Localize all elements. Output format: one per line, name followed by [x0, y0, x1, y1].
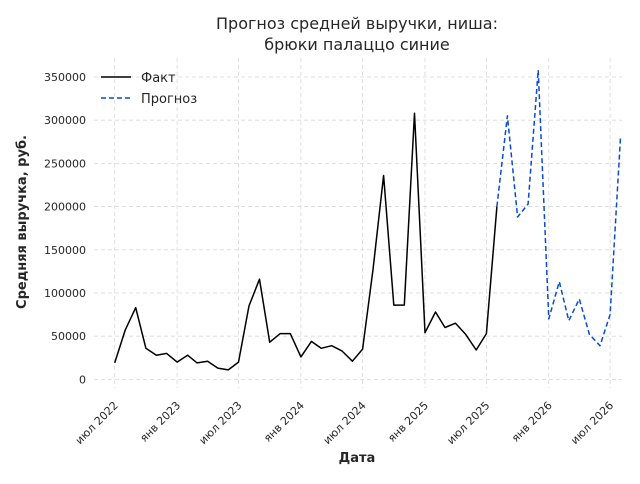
y-tick-label: 200000	[44, 201, 86, 214]
x-tick-label: июл 2026	[568, 399, 616, 447]
x-tick-label: июл 2023	[197, 399, 245, 447]
series-lines	[113, 69, 622, 371]
x-tick-label: янв 2023	[137, 399, 183, 445]
chart-title-line-1: Прогноз средней выручки, ниша:	[216, 14, 498, 33]
y-axis-label: Средняя выручка, руб.	[15, 135, 30, 309]
x-tick-label: янв 2025	[385, 399, 431, 445]
x-tick-label: янв 2026	[509, 399, 555, 445]
x-tick-label: июл 2025	[444, 399, 492, 447]
grid	[94, 58, 622, 388]
chart-title-line-2: брюки палаццо синие	[264, 35, 450, 54]
x-tick-label: июл 2022	[73, 399, 121, 447]
x-axis-label: Дата	[339, 451, 376, 466]
y-tick-label: 50000	[51, 330, 86, 343]
legend-forecast-label: Прогноз	[141, 92, 197, 107]
y-tick-label: 350000	[44, 71, 86, 84]
series-forecast-line	[496, 69, 622, 347]
legend: Факт Прогноз	[101, 71, 197, 107]
y-tick-label: 100000	[44, 287, 86, 300]
x-axis-ticks: июл 2022 янв 2023 июл 2023 янв 2024 июл 2024…	[73, 399, 616, 447]
x-tick-label: июл 2024	[321, 399, 369, 447]
legend-fact-label: Факт	[141, 71, 176, 86]
y-tick-label: 0	[79, 373, 86, 386]
x-tick-label: янв 2024	[261, 399, 307, 445]
series-fact-line	[113, 112, 498, 371]
y-tick-label: 150000	[44, 244, 86, 257]
y-axis-ticks: 0 50000 100000 150000 200000 250000 300000 3500…	[44, 71, 86, 386]
y-tick-label: 250000	[44, 157, 86, 170]
y-tick-label: 300000	[44, 114, 86, 127]
